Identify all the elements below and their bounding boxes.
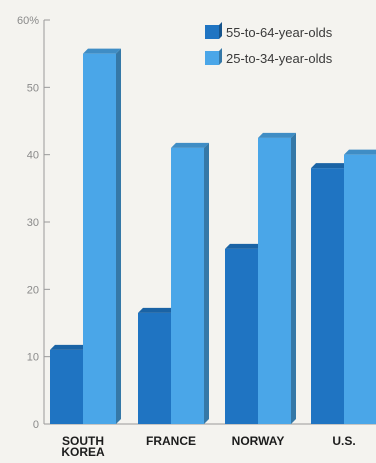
y-tick-label: 40 [27, 150, 39, 162]
y-tick-label: 20 [27, 284, 39, 296]
bar-top [50, 344, 88, 350]
x-category-label: U.S. [332, 434, 355, 448]
bar [83, 53, 116, 425]
legend-swatch [205, 51, 219, 65]
legend-swatch-side [219, 48, 222, 65]
bar-top [344, 149, 376, 155]
bar-top [83, 48, 121, 54]
legend-label: 25-to-34-year-olds [226, 51, 333, 66]
bar [311, 168, 344, 424]
bar [225, 248, 258, 424]
legend-swatch-side [219, 22, 222, 39]
bar [258, 137, 291, 425]
bar [344, 154, 376, 424]
bar [171, 147, 204, 424]
legend-swatch [205, 25, 219, 39]
bar-side [204, 142, 209, 424]
y-tick-label: 30 [27, 217, 39, 229]
bar [138, 312, 171, 424]
bar-top [171, 142, 209, 148]
x-category-label: SOUTH KOREA [61, 434, 105, 459]
bar-top [258, 132, 296, 138]
bar-side [291, 132, 296, 425]
y-tick-label: 0 [33, 419, 39, 431]
bar-top [138, 307, 176, 313]
legend-label: 55-to-64-year-olds [226, 25, 333, 40]
bar-top [311, 163, 349, 169]
y-tick-label: 60% [17, 15, 39, 27]
bar [50, 349, 83, 424]
bar-top [225, 243, 263, 249]
y-tick-label: 50 [27, 82, 39, 94]
y-tick-label: 10 [27, 352, 39, 364]
bar-side [116, 48, 121, 425]
x-category-label: NORWAY [232, 434, 285, 448]
x-category-label: FRANCE [146, 434, 196, 448]
